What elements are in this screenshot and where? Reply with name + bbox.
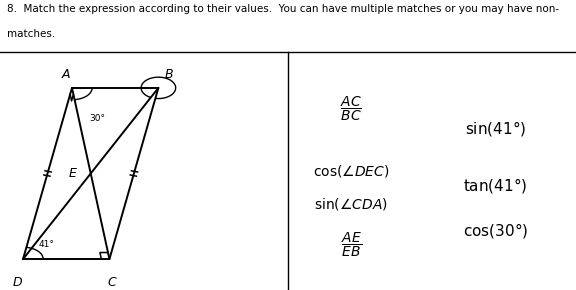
Text: $\cos(\angle DEC)$: $\cos(\angle DEC)$	[313, 163, 389, 179]
Text: $D$: $D$	[12, 276, 23, 289]
Text: matches.: matches.	[7, 29, 55, 39]
Text: $\cos(30°)$: $\cos(30°)$	[463, 221, 528, 240]
Text: $\dfrac{AE}{EB}$: $\dfrac{AE}{EB}$	[341, 231, 362, 259]
Text: 8.  Match the expression according to their values.  You can have multiple match: 8. Match the expression according to the…	[7, 4, 559, 14]
Text: $\sin(\angle CDA)$: $\sin(\angle CDA)$	[314, 196, 388, 212]
Text: $B$: $B$	[164, 68, 174, 81]
Text: $A$: $A$	[61, 68, 71, 81]
Text: 41°: 41°	[39, 240, 55, 249]
Text: $\sin(41°)$: $\sin(41°)$	[465, 119, 526, 138]
Text: $E$: $E$	[68, 167, 78, 180]
Text: 30°: 30°	[89, 114, 105, 123]
Text: $\tan(41°)$: $\tan(41°)$	[463, 176, 528, 195]
Text: $C$: $C$	[107, 276, 118, 289]
Text: $\dfrac{AC}{BC}$: $\dfrac{AC}{BC}$	[340, 95, 362, 124]
